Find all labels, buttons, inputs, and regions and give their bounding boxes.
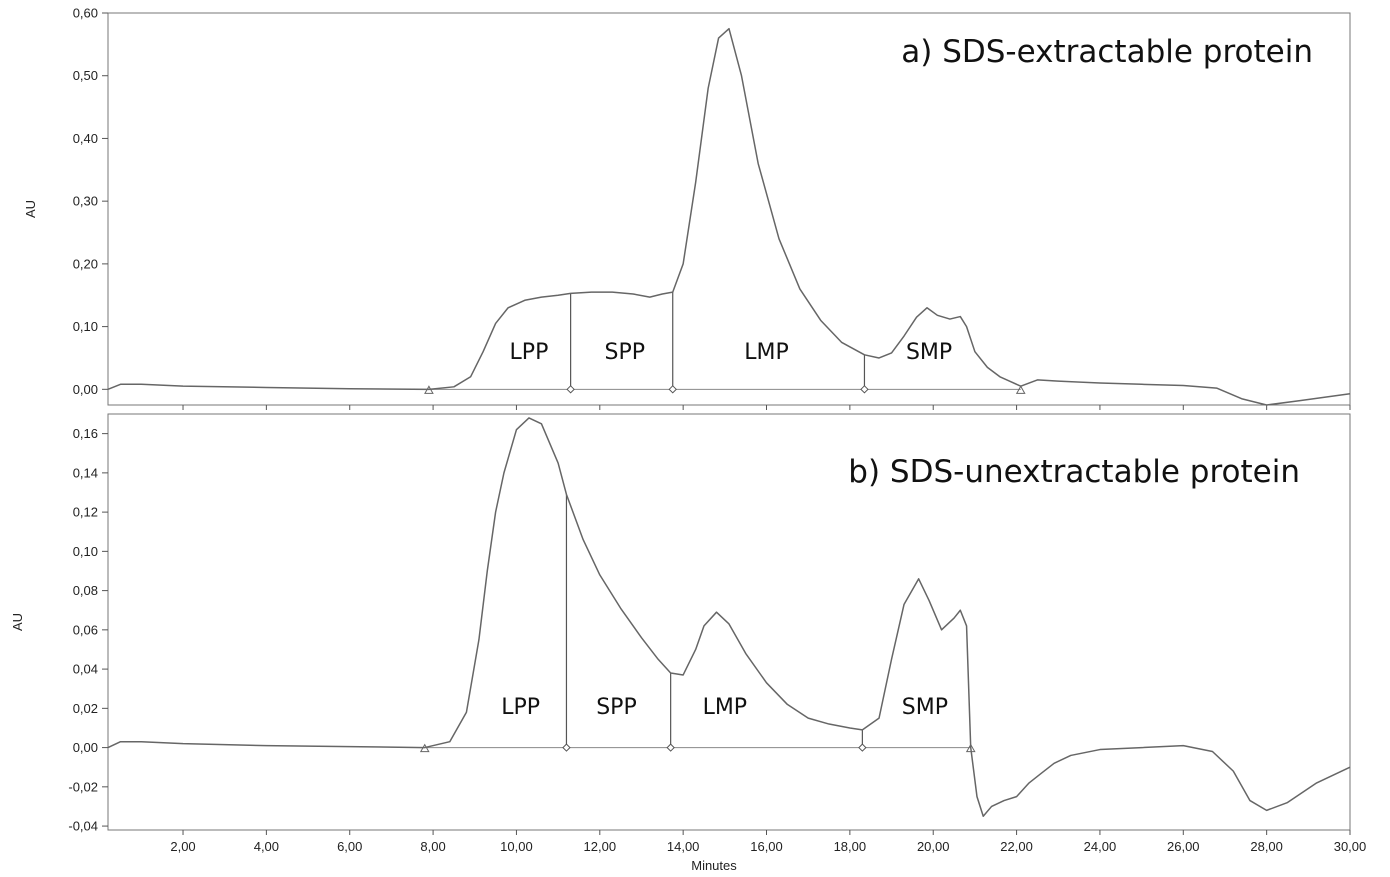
region-label-lmp: LMP xyxy=(744,340,789,365)
chart-panel-b: -0,04 -0,02 0,00 0,02 0,04 0,06 0,08 0,10 0,12 0,… xyxy=(10,413,1367,873)
chart-title: b) SDS-unextractable protein xyxy=(848,454,1300,490)
y-tick-label: 0,40 xyxy=(73,131,98,146)
x-tick-label: 22,00 xyxy=(1000,839,1033,854)
x-tick-label: 26,00 xyxy=(1167,839,1200,854)
y-tick-label: 0,04 xyxy=(73,662,98,677)
x-tick-label: 28,00 xyxy=(1250,839,1283,854)
x-tick-label: 6,00 xyxy=(337,839,362,854)
chromatogram-trace xyxy=(107,27,1351,406)
y-tick-label: 0,00 xyxy=(73,382,98,397)
y-tick-label: 0,06 xyxy=(73,622,98,637)
y-tick-label: 0,10 xyxy=(73,319,98,334)
plot-frame xyxy=(107,12,1351,406)
y-tick-label: 0,16 xyxy=(73,426,98,441)
y-tick-label: 0,02 xyxy=(73,701,98,716)
x-tick-label: 30,00 xyxy=(1334,839,1367,854)
region-label-lpp: LPP xyxy=(501,695,540,720)
y-tick-label: 0,60 xyxy=(73,6,98,21)
y-tick-label: -0,02 xyxy=(68,779,98,794)
x-tick-label: 16,00 xyxy=(750,839,783,854)
x-axis-label: Minutes xyxy=(691,858,737,872)
y-tick-label: -0,04 xyxy=(68,819,98,834)
y-tick-label: 0,00 xyxy=(73,740,98,755)
divider-marker xyxy=(860,385,869,394)
baseline-end-marker xyxy=(1015,385,1026,394)
divider-marker xyxy=(668,385,677,394)
x-tick-label: 8,00 xyxy=(420,839,445,854)
y-tick-label: 0,10 xyxy=(73,544,98,559)
region-label-smp: SMP xyxy=(902,695,948,720)
region-label-lmp: LMP xyxy=(703,695,748,720)
x-tick-label: 12,00 xyxy=(584,839,617,854)
divider-marker xyxy=(858,743,867,752)
y-tick-label: 0,30 xyxy=(73,194,98,209)
region-label-lpp: LPP xyxy=(510,340,549,365)
divider-marker xyxy=(666,743,675,752)
region-label-spp: SPP xyxy=(596,695,637,720)
y-tick-label: 0,50 xyxy=(73,68,98,83)
x-tick-label: 18,00 xyxy=(834,839,867,854)
y-tick-label: 0,12 xyxy=(73,505,98,520)
x-tick-label: 10,00 xyxy=(500,839,533,854)
x-tick-label: 24,00 xyxy=(1084,839,1117,854)
chromatogram-trace xyxy=(107,417,1351,818)
x-tick-label: 2,00 xyxy=(170,839,195,854)
divider-marker xyxy=(562,743,571,752)
x-tick-label: 4,00 xyxy=(254,839,279,854)
chart-panel-a: 0,00 0,10 0,20 0,30 0,40 0,50 0,60 AU a) SDS-ext… xyxy=(23,6,1351,410)
y-tick-label: 0,14 xyxy=(73,465,98,480)
divider-marker xyxy=(566,385,575,394)
x-tick-label: 14,00 xyxy=(667,839,700,854)
region-label-smp: SMP xyxy=(906,340,952,365)
region-label-spp: SPP xyxy=(605,340,646,365)
chart-title: a) SDS-extractable protein xyxy=(901,34,1313,70)
y-tick-label: 0,20 xyxy=(73,256,98,271)
y-axis-label: AU xyxy=(23,200,38,218)
y-tick-label: 0,08 xyxy=(73,583,98,598)
y-axis-label: AU xyxy=(10,613,25,631)
plot-frame xyxy=(107,413,1351,831)
x-tick-label: 20,00 xyxy=(917,839,950,854)
